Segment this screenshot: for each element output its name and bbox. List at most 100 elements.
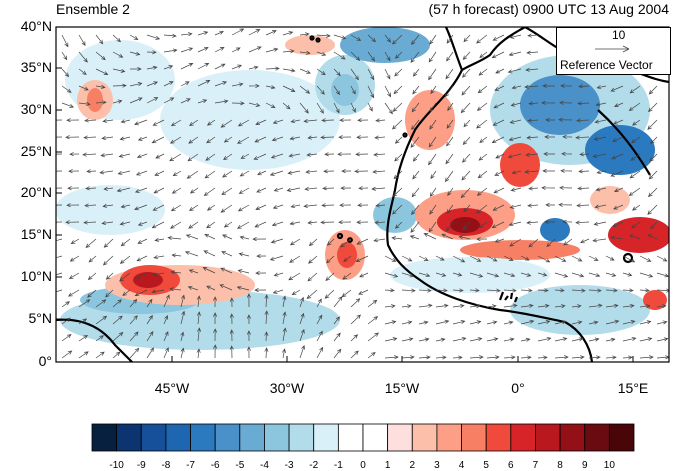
wind-vector	[491, 51, 505, 59]
wind-vector	[237, 136, 250, 144]
wind-vector	[135, 170, 148, 176]
wind-vector	[469, 304, 481, 309]
wind-vector	[229, 329, 234, 342]
colorbar-label: -6	[210, 460, 220, 471]
wind-vector	[580, 238, 590, 244]
wind-vector	[554, 355, 569, 360]
wind-vector	[649, 153, 658, 162]
wind-vector	[577, 186, 590, 191]
wind-vector	[308, 255, 318, 264]
wind-vector	[323, 169, 335, 174]
wind-vector	[307, 220, 318, 225]
wind-vector	[452, 320, 466, 325]
wind-vector	[333, 316, 340, 325]
colorbar-swatch	[485, 423, 512, 452]
wind-vector	[428, 153, 437, 166]
wind-vector	[189, 187, 199, 194]
wind-vector	[357, 118, 369, 123]
wind-vector	[95, 299, 107, 308]
wind-vector	[595, 187, 607, 192]
colorbar-label: 6	[508, 460, 514, 471]
lon-label-45w: 45°W	[154, 380, 190, 396]
wind-vector	[308, 238, 318, 247]
colorbar-label: 10	[603, 460, 615, 471]
wind-vector	[291, 289, 301, 296]
wind-vector	[571, 355, 585, 360]
wind-vector	[65, 220, 80, 225]
wind-vector	[542, 168, 556, 173]
wind-vector	[477, 85, 488, 94]
wind-vector	[486, 288, 501, 293]
wind-vector	[401, 320, 413, 325]
wind-vector	[340, 238, 352, 248]
wind-vector	[656, 304, 667, 309]
wind-vector	[537, 355, 548, 360]
wind-vector	[575, 220, 590, 225]
wind-vector	[554, 337, 568, 342]
wind-vector	[537, 320, 551, 325]
wind-vector	[435, 255, 445, 261]
wind-vector	[558, 117, 573, 122]
wind-vector	[163, 314, 169, 325]
colorbar-label: -9	[136, 460, 146, 471]
wind-vector	[271, 136, 284, 142]
wind-vector	[316, 314, 323, 325]
wind-vector	[282, 68, 296, 73]
wind-vector	[155, 153, 165, 159]
colorbar-swatch	[91, 423, 118, 452]
wind-vector	[418, 320, 429, 325]
wind-vector	[264, 331, 269, 342]
wind-vector	[61, 350, 73, 359]
wind-vector	[605, 303, 619, 308]
wind-vector	[562, 134, 573, 139]
wind-vector	[520, 288, 533, 293]
wind-vector	[411, 102, 420, 113]
wind-vector	[384, 68, 391, 80]
wind-vector	[411, 34, 420, 46]
panel-title: Ensemble 2	[56, 1, 130, 17]
wind-vector	[595, 102, 607, 107]
wind-vector	[571, 272, 585, 278]
wind-vector	[264, 294, 269, 308]
wind-vector	[478, 153, 488, 161]
wind-vector	[152, 119, 165, 126]
wind-vector	[180, 98, 191, 104]
wind-vector	[240, 153, 250, 159]
wind-vector	[237, 204, 250, 212]
wind-vector	[367, 352, 376, 359]
wind-vector	[288, 272, 301, 281]
wind-vector	[333, 296, 343, 308]
wind-vector	[163, 331, 169, 342]
wind-vector	[354, 169, 369, 174]
wind-vector	[180, 32, 193, 37]
wind-vector	[575, 135, 590, 140]
wind-vector	[320, 135, 335, 140]
wind-vector	[219, 284, 233, 291]
wind-vector	[265, 102, 276, 108]
wind-vector	[189, 119, 199, 127]
wind-vector	[410, 221, 420, 233]
wind-vector	[418, 337, 430, 342]
wind-vector	[503, 303, 518, 308]
wind-vector	[120, 238, 131, 247]
wind-vector	[650, 136, 658, 145]
wind-vector	[112, 34, 121, 43]
wind-vector	[418, 303, 433, 308]
wind-vector	[222, 234, 233, 240]
wind-vector	[273, 272, 284, 277]
wind-vector	[289, 238, 301, 246]
colorbar-label: 4	[458, 460, 465, 471]
wind-vector	[428, 136, 437, 148]
wind-vector	[392, 204, 403, 215]
wind-vector	[588, 303, 603, 308]
wind-vector	[622, 255, 636, 263]
wind-vector	[136, 153, 148, 159]
wind-vector	[610, 170, 624, 177]
reference-vector-label: Reference Vector	[560, 58, 653, 72]
wind-vector	[213, 328, 218, 342]
wind-vector	[229, 297, 234, 308]
wind-vector	[303, 204, 318, 209]
wind-vector	[544, 134, 556, 140]
wind-vector	[509, 238, 522, 247]
wind-vector	[180, 331, 185, 342]
